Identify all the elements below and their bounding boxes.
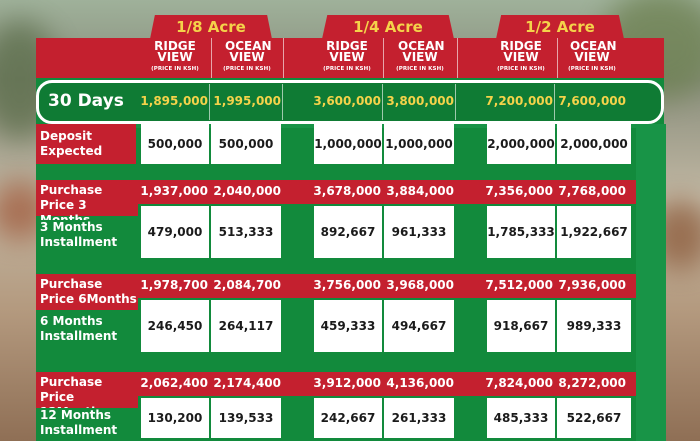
installment-value: 918,667 xyxy=(487,300,555,352)
installment-value: 1,785,333 xyxy=(487,206,555,258)
purchase-price-value: 2,062,400 xyxy=(140,376,208,390)
days30-separator xyxy=(209,84,210,120)
purchase-price-value: 7,824,000 xyxy=(485,376,553,390)
table-panel-edge xyxy=(636,124,666,441)
installment-value: 479,000 xyxy=(141,206,209,258)
purchase-price-value: 8,272,000 xyxy=(558,376,626,390)
installment-label: 6 Months Installment xyxy=(36,314,138,346)
days30-label: 30 Days xyxy=(48,91,124,111)
column-header-name: RIDGE VIEW xyxy=(500,39,542,64)
purchase-price-value: 2,174,400 xyxy=(213,376,281,390)
purchase-price-strip xyxy=(138,274,636,298)
column-header-unit: (PRICE IN KSH) xyxy=(396,66,444,72)
installment-value: 989,333 xyxy=(557,300,631,352)
column-header-name: RIDGE VIEW xyxy=(154,39,196,64)
purchase-price-value: 3,968,000 xyxy=(386,278,454,292)
installment-value: 522,667 xyxy=(557,398,631,438)
column-separator xyxy=(557,38,558,78)
column-separator xyxy=(383,38,384,78)
deposit-value: 1,000,000 xyxy=(384,124,454,164)
purchase-price-value: 3,884,000 xyxy=(386,184,454,198)
column-header: OCEAN VIEW (PRICE IN KSH) xyxy=(384,38,456,78)
acre-tab-half: 1/2 Acre xyxy=(496,15,624,39)
acre-tab-quarter: 1/4 Acre xyxy=(322,15,454,39)
purchase-price-value: 1,978,700 xyxy=(140,278,208,292)
purchase-price-value: 7,356,000 xyxy=(485,184,553,198)
installment-value: 494,667 xyxy=(384,300,454,352)
installment-value: 130,200 xyxy=(141,398,209,438)
deposit-label: Deposit Expected xyxy=(36,124,136,164)
installment-label: 12 Months Installment xyxy=(36,408,138,440)
deposit-value: 2,000,000 xyxy=(557,124,631,164)
installment-value: 242,667 xyxy=(314,398,382,438)
column-header: OCEAN VIEW (PRICE IN KSH) xyxy=(212,38,282,78)
column-header-name: OCEAN VIEW xyxy=(398,39,445,64)
installment-value: 246,450 xyxy=(141,300,209,352)
deposit-value: 500,000 xyxy=(141,124,209,164)
days30-value: 7,200,000 xyxy=(485,94,553,108)
installment-value: 892,667 xyxy=(314,206,382,258)
column-header: RIDGE VIEW (PRICE IN KSH) xyxy=(486,38,556,78)
installment-value: 485,333 xyxy=(487,398,555,438)
deposit-value: 1,000,000 xyxy=(314,124,382,164)
days30-separator xyxy=(282,84,283,120)
purchase-price-value: 3,678,000 xyxy=(313,184,381,198)
deposit-value: 2,000,000 xyxy=(487,124,555,164)
purchase-price-value: 7,936,000 xyxy=(558,278,626,292)
column-header: RIDGE VIEW (PRICE IN KSH) xyxy=(140,38,210,78)
column-header-name: OCEAN VIEW xyxy=(570,39,617,64)
column-header-unit: (PRICE IN KSH) xyxy=(223,66,271,72)
days30-value: 1,995,000 xyxy=(213,94,281,108)
column-header-unit: (PRICE IN KSH) xyxy=(497,66,545,72)
installment-value: 264,117 xyxy=(211,300,281,352)
column-header-name: RIDGE VIEW xyxy=(326,39,368,64)
installment-value: 459,333 xyxy=(314,300,382,352)
days30-separator xyxy=(455,84,456,120)
installment-label: 3 Months Installment xyxy=(36,220,138,252)
column-header: RIDGE VIEW (PRICE IN KSH) xyxy=(312,38,382,78)
purchase-price-value: 7,768,000 xyxy=(558,184,626,198)
purchase-price-label: Purchase Price 3 Months xyxy=(36,180,138,227)
column-header: OCEAN VIEW (PRICE IN KSH) xyxy=(556,38,628,78)
purchase-price-value: 7,512,000 xyxy=(485,278,553,292)
column-separator xyxy=(211,38,212,78)
deposit-value: 500,000 xyxy=(211,124,281,164)
installment-value: 961,333 xyxy=(384,206,454,258)
purchase-price-value: 3,912,000 xyxy=(313,376,381,390)
days30-band xyxy=(36,80,664,124)
days30-separator xyxy=(382,84,383,120)
days30-value: 7,600,000 xyxy=(558,94,626,108)
installment-value: 261,333 xyxy=(384,398,454,438)
installment-value: 513,333 xyxy=(211,206,281,258)
column-separator xyxy=(283,38,284,78)
column-header-name: OCEAN VIEW xyxy=(225,39,272,64)
purchase-price-value: 2,084,700 xyxy=(213,278,281,292)
days30-value: 1,895,000 xyxy=(140,94,208,108)
purchase-price-value: 3,756,000 xyxy=(313,278,381,292)
installment-value: 139,533 xyxy=(211,398,281,438)
purchase-price-strip xyxy=(138,180,636,204)
days30-separator xyxy=(554,84,555,120)
installment-value: 1,922,667 xyxy=(557,206,631,258)
column-header-bar xyxy=(36,38,664,78)
purchase-price-label: Purchase Price 6Months xyxy=(36,274,138,310)
column-header-unit: (PRICE IN KSH) xyxy=(151,66,199,72)
days30-value: 3,800,000 xyxy=(386,94,454,108)
purchase-price-strip xyxy=(138,372,636,396)
purchase-price-value: 4,136,000 xyxy=(386,376,454,390)
column-separator xyxy=(457,38,458,78)
purchase-price-value: 2,040,000 xyxy=(213,184,281,198)
purchase-price-value: 1,937,000 xyxy=(140,184,208,198)
acre-tab-eighth: 1/8 Acre xyxy=(150,15,272,39)
days30-value: 3,600,000 xyxy=(313,94,381,108)
column-header-unit: (PRICE IN KSH) xyxy=(568,66,616,72)
column-header-unit: (PRICE IN KSH) xyxy=(323,66,371,72)
